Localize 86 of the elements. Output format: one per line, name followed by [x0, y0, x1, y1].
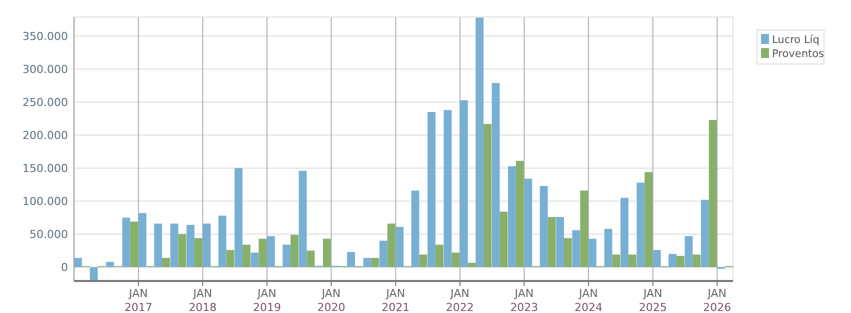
bar: [266, 236, 275, 268]
bar: [444, 110, 452, 268]
bar: [676, 256, 684, 268]
bar: [604, 228, 612, 268]
bar: [564, 238, 572, 268]
x-tick-label: JAN 2018: [188, 287, 217, 313]
x-tick-label: JAN 2019: [252, 287, 281, 313]
bar: [387, 224, 396, 268]
bar: [652, 250, 661, 268]
bar: [700, 200, 709, 268]
bar: [226, 250, 234, 268]
y-tick-label: 250.000: [22, 96, 68, 109]
bar: [684, 236, 693, 268]
bar: [363, 258, 372, 268]
bar: [516, 160, 524, 268]
bar: [90, 267, 98, 280]
bar: [452, 252, 460, 268]
bar: [379, 240, 388, 268]
y-tick-label: 0: [61, 260, 68, 274]
x-tick-label: JAN 2023: [510, 287, 538, 313]
bar: [282, 244, 291, 268]
x-tick-label: JAN 2022: [446, 287, 474, 313]
bar: [435, 244, 444, 268]
bar: [484, 124, 492, 268]
bar: [636, 182, 645, 268]
bar: [508, 166, 516, 268]
bar: [202, 224, 211, 268]
bar: [138, 213, 146, 268]
bar: [322, 238, 331, 268]
bar: [162, 258, 170, 268]
bar: [396, 226, 404, 268]
bar: [106, 262, 114, 268]
bar: [218, 216, 226, 268]
x-tick-label: JAN 2024: [574, 287, 602, 313]
bar: [556, 216, 564, 268]
bar: [258, 238, 267, 268]
x-tick-label: JAN 2026: [703, 287, 732, 313]
bar: [580, 190, 588, 268]
bar: [620, 198, 628, 268]
bar: [186, 224, 194, 268]
bar: [242, 244, 250, 268]
bar: [588, 238, 596, 268]
x-tick-label: JAN 2017: [124, 287, 152, 313]
bar: [194, 238, 202, 268]
bar: [290, 234, 298, 268]
y-tick-label: 350.000: [22, 30, 68, 43]
y-tick-label: 100.000: [22, 194, 68, 208]
bar: [644, 172, 653, 268]
bar: [492, 83, 500, 268]
bar: [468, 262, 476, 268]
bar: [347, 252, 355, 268]
bar: [612, 254, 620, 268]
bar: [130, 222, 138, 268]
bar: [306, 250, 315, 268]
bar: [298, 170, 307, 268]
bar: [122, 218, 130, 268]
bar: [668, 254, 676, 268]
bar: [708, 120, 717, 268]
bar: [460, 100, 468, 268]
legend-label: Lucro Líq: [772, 34, 820, 46]
x-tick-label: JAN 2020: [317, 287, 346, 313]
bar: [428, 112, 436, 268]
bar: [411, 190, 420, 268]
bar: [170, 224, 178, 268]
bar: [500, 212, 508, 268]
bar: [548, 216, 556, 268]
x-tick-label: JAN 2025: [638, 287, 667, 313]
legend-label: Proventos: [772, 48, 824, 60]
bar: [371, 258, 380, 268]
bar: [74, 258, 82, 268]
bar: [154, 224, 162, 268]
y-tick-label: 150.000: [22, 162, 68, 175]
bar: [524, 178, 532, 268]
y-tick-label: 50.000: [30, 228, 68, 241]
bar: [178, 234, 186, 268]
bar: [476, 18, 484, 268]
bar: [692, 254, 701, 268]
x-tick-label: JAN 2021: [382, 287, 410, 313]
bar: [540, 186, 548, 268]
y-tick-label: 200.000: [22, 128, 68, 142]
bar: [628, 254, 636, 268]
bar: [234, 168, 242, 268]
bar: [419, 254, 428, 268]
y-tick-label: 300.000: [22, 62, 68, 76]
bar: [250, 252, 259, 268]
bar: [572, 230, 580, 268]
